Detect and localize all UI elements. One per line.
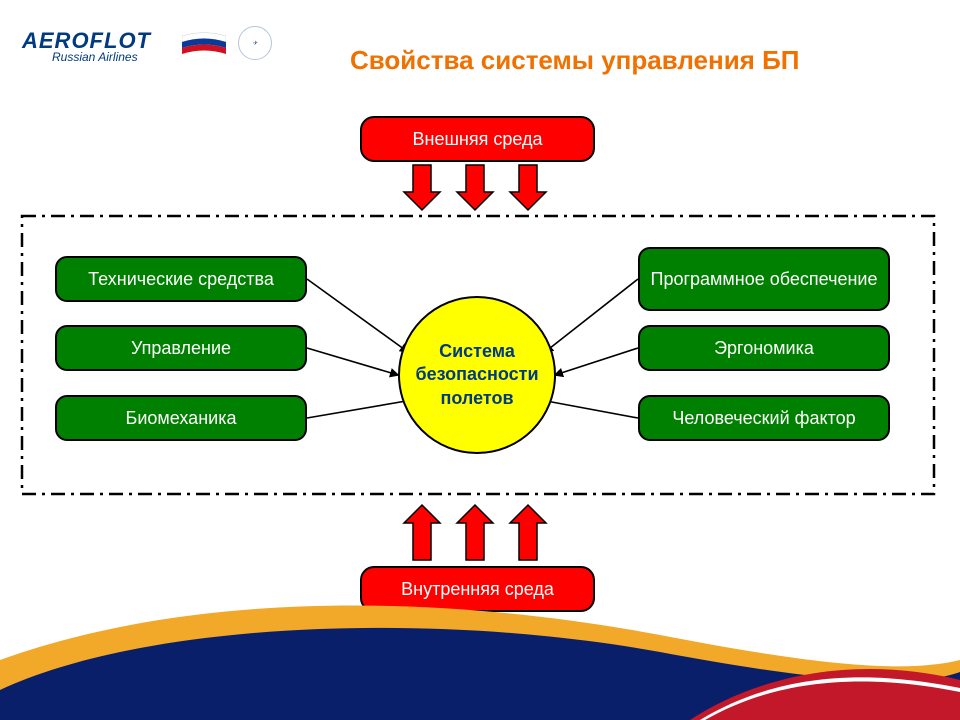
right-box-1: Эргономика xyxy=(638,325,890,371)
page-title: Свойства системы управления БП xyxy=(350,45,799,76)
skyteam-icon: ✈ xyxy=(238,26,272,60)
left-box-0: Технические средства xyxy=(55,256,307,302)
right-box-0: Программное обеспечение xyxy=(638,247,890,311)
center-circle: Система безопасности полетов xyxy=(398,296,556,454)
right-box-2: Человеческий фактор xyxy=(638,395,890,441)
logo: AEROFLOT Russian Airlines xyxy=(22,28,272,78)
logo-subtitle: Russian Airlines xyxy=(52,50,272,64)
logo-flag-icon xyxy=(182,32,226,54)
footer-wave xyxy=(0,540,960,720)
left-box-2: Биомеханика xyxy=(55,395,307,441)
left-box-1: Управление xyxy=(55,325,307,371)
external-env-box: Внешняя среда xyxy=(360,116,595,162)
